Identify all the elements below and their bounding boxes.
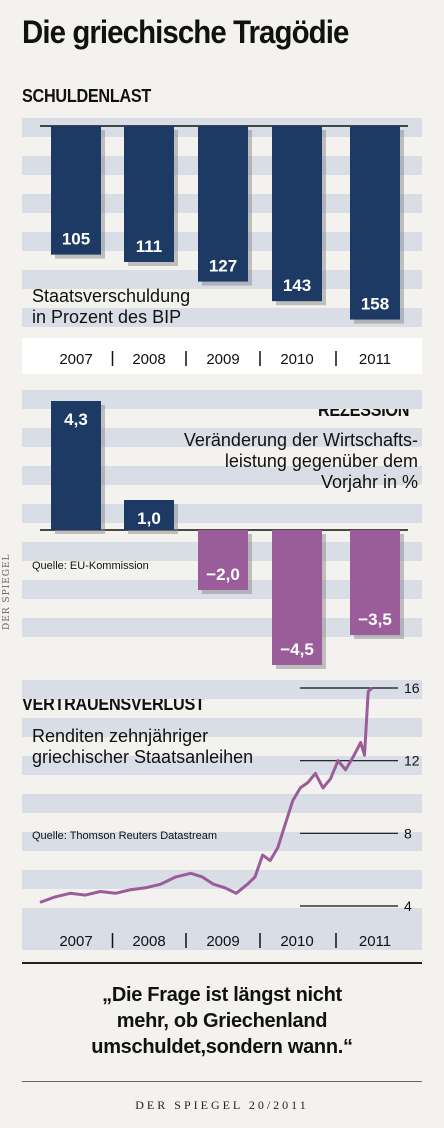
quote-text: „Die Frage ist längst nicht mehr, ob Gri… [22, 982, 422, 1060]
debt-bar-chart: 105 111 127 143 158 2007 2008 2009 2010 2011 [22, 118, 422, 374]
yield-grid-stripe-1 [22, 718, 422, 737]
yield-x-label-2009: 2009 [206, 933, 239, 950]
yield-grid-stripe-4 [22, 832, 422, 851]
yield-grid-stripe-0 [22, 680, 422, 699]
recession-bar-2011 [350, 530, 400, 635]
spiegel-watermark: DER SPIEGEL [2, 553, 12, 630]
recession-value-label-2007: 4,3 [64, 410, 88, 429]
quote-box: „Die Frage ist längst nicht mehr, ob Gri… [22, 962, 422, 1082]
yield-line-chart: 16 12 8 4 2007 2008 2009 2010 2011 [22, 680, 422, 950]
quote-line-2: mehr, ob Griechenland [116, 1010, 328, 1032]
debt-value-label-2010: 143 [283, 276, 311, 295]
debt-x-label-2007: 2007 [59, 351, 92, 368]
recession-value-label-2011: −3,5 [358, 610, 392, 629]
yield-y-tick-label-8: 8 [404, 825, 412, 841]
yield-axis-band [22, 920, 422, 950]
recession-bar-2008 [124, 500, 174, 530]
yield-y-tick-label-16: 16 [404, 680, 420, 696]
yield-source: Quelle: Thomson Reuters Datastream [32, 830, 218, 842]
debt-grid-stripe-5 [22, 308, 422, 327]
yield-x-label-2011: 2011 [359, 933, 391, 950]
yield-y-tick-label-12: 12 [404, 753, 420, 769]
recession-bar-chart: 4,3 1,0 −2,0 −4,5 −3,5 [22, 390, 422, 669]
footer-issue: DER SPIEGEL 20/2011 [135, 1098, 309, 1112]
recession-grid-stripe-2 [22, 466, 422, 485]
yield-subtitle-line-2: griechischer Staatsanleihen [32, 747, 254, 767]
section-schuldenlast-title: SCHULDENLAST [22, 86, 152, 106]
recession-bar-2010 [272, 530, 322, 665]
yield-grid-stripe-3 [22, 794, 422, 813]
yield-x-label-2010: 2010 [280, 933, 313, 950]
yield-series-line [39, 686, 374, 904]
recession-subtitle-line-1: Veränderung der Wirtschafts- [183, 430, 418, 450]
yield-subtitle-line-1: Renditen zehnjähriger [32, 726, 209, 746]
recession-subtitle-line-2: leistung gegenüber dem [224, 451, 418, 471]
page-title: Die griechische Tragödie [22, 14, 349, 50]
debt-subtitle: Staatsverschuldung in Prozent des BIP [32, 286, 190, 328]
recession-grid-stripe-3 [22, 504, 422, 523]
yield-subtitle: Renditen zehnjähriger griechischer Staat… [32, 726, 253, 768]
debt-bar-2009 [198, 126, 248, 282]
debt-value-label-2008: 111 [136, 237, 163, 256]
debt-value-label-2007: 105 [62, 230, 90, 249]
debt-bar-2008 [124, 126, 174, 262]
quote-line-3: umschuldet,sondern wann.“ [91, 1036, 353, 1058]
debt-x-label-2008: 2008 [132, 351, 165, 368]
recession-subtitle: Veränderung der Wirtschafts- leistung ge… [184, 430, 418, 493]
recession-grid-stripe-1 [22, 428, 422, 447]
yield-grid-stripe-5 [22, 870, 422, 889]
quote-line-1: „Die Frage ist längst nicht [102, 984, 342, 1006]
debt-axis-band [22, 338, 422, 374]
debt-subtitle-line-2: in Prozent des BIP [32, 307, 182, 327]
yield-y-tick-label-4: 4 [404, 898, 412, 914]
debt-bar-2011 [350, 126, 400, 320]
debt-subtitle-line-1: Staatsverschuldung [32, 286, 191, 306]
debt-x-label-2010: 2010 [280, 351, 313, 368]
debt-x-label-2011: 2011 [359, 351, 391, 368]
recession-subtitle-line-3: Vorjahr in % [320, 472, 418, 492]
debt-value-label-2009: 127 [209, 257, 237, 276]
debt-bar-2010 [272, 126, 322, 302]
yield-x-label-2007: 2007 [59, 933, 92, 950]
recession-bar-2007 [51, 401, 101, 530]
recession-source: Quelle: EU-Kommission [32, 560, 149, 572]
recession-value-label-2009: −2,0 [206, 565, 240, 584]
recession-bar-2009 [198, 530, 248, 590]
debt-value-label-2011: 158 [361, 295, 389, 314]
recession-value-label-2008: 1,0 [137, 509, 161, 528]
debt-x-label-2009: 2009 [206, 351, 239, 368]
debt-bar-2007 [51, 126, 101, 255]
yield-x-label-2008: 2008 [132, 933, 165, 950]
recession-grid-stripe-0 [22, 390, 422, 409]
recession-value-label-2010: −4,5 [280, 640, 314, 659]
